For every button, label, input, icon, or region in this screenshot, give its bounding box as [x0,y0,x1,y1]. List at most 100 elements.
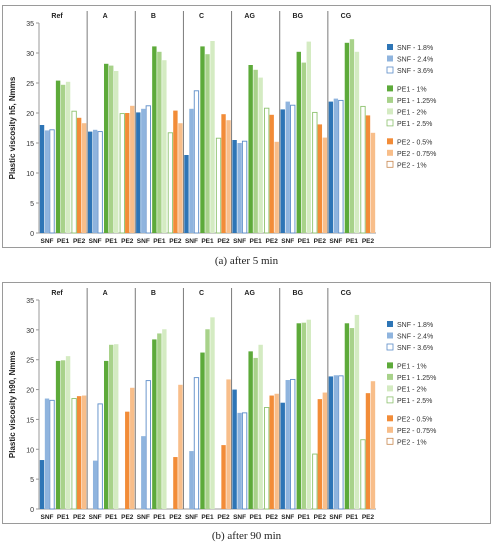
legend-swatch [386,160,394,168]
category-label: SNF [233,238,246,245]
group-label: C [199,13,204,20]
bar [285,380,290,509]
legend-swatch [387,426,393,433]
category-label: SNF [137,514,150,521]
bar [109,344,114,509]
bar [114,344,119,509]
y-tick-label: 25 [26,358,34,365]
category-label: PE1 [346,514,359,521]
bar [109,65,114,233]
bar [193,377,200,510]
category-label: SNF [41,238,54,245]
bar [269,114,274,233]
bar [178,384,183,509]
category-label: SNF [89,514,102,521]
bar [301,62,306,233]
bar [92,129,98,233]
chart-caption-90min: (b) after 90 min [211,530,282,542]
group-label: A [103,13,108,20]
legend-label: PE2 - 0.75% [397,151,436,158]
bar [280,109,285,233]
category-label: PE2 [169,514,182,521]
bar [152,46,157,234]
legend-label: SNF - 1.8% [397,322,433,329]
legend-swatch [386,343,394,351]
bar [65,81,71,233]
group-label: Ref [51,290,63,297]
y-tick-label: 30 [26,328,34,335]
category-label: PE2 [314,514,327,521]
bar [312,453,318,510]
legend-label: PE2 - 0.5% [397,416,432,423]
legend-label: SNF - 3.6% [397,68,433,75]
category-label: SNF [185,514,198,521]
chart-panel-5min: 0 5 10 15 20 25 30 35 Plastic viscosity h5, Nmms… [2,5,491,267]
bar [125,411,130,509]
bar [178,123,183,233]
bar [81,123,87,233]
bar [97,403,103,510]
category-label: PE1 [298,238,311,245]
category-label: SNF [185,238,198,245]
bar [301,322,306,509]
group-label: CG [341,13,352,20]
group-label: CG [341,290,352,297]
y-tick-label: 20 [26,111,34,118]
bar [333,98,339,233]
legend-label: SNF - 3.6% [397,345,433,352]
legend-label: PE1 - 2.5% [397,121,432,128]
legend-label: PE1 - 1% [397,363,427,370]
bar [49,129,55,234]
bar [322,137,328,233]
legend-swatch [387,362,393,369]
group-label: B [151,290,156,297]
group-label: A [103,290,108,297]
bar [269,395,274,509]
bar [344,323,350,509]
legend-label: PE2 - 0.75% [397,428,436,435]
legend-swatch [387,108,393,115]
bar [317,399,323,509]
category-label: SNF [329,238,342,245]
bar [130,105,135,233]
bar [264,107,270,234]
bar [328,101,334,233]
category-label: PE2 [169,238,182,245]
bar [333,375,339,509]
chart-frame: 0 5 10 15 20 25 30 35 Plastic viscosity h5, Nmms… [2,5,491,248]
bar [226,379,231,509]
bar [189,451,194,509]
legend-label: SNF - 2.4% [397,57,433,64]
chart-panel-90min: 0 5 10 15 20 25 30 35 Plastic viscosity h90, Nmm… [0,276,493,550]
bar [157,333,162,509]
bar [354,51,360,233]
bar [241,412,248,510]
bar [285,101,290,233]
bar [157,51,162,233]
bar [65,356,71,509]
bar [312,111,318,234]
category-label: PE1 [201,514,214,521]
bar [370,381,376,509]
bar [184,155,189,233]
bar [193,90,200,234]
bar [141,436,146,509]
y-tick-label: 15 [26,141,34,148]
legend-label: PE1 - 1.25% [397,98,436,105]
bar [258,344,263,509]
category-label: SNF [281,514,294,521]
category-label: PE2 [73,238,86,245]
bar [205,54,210,234]
legend-swatch [387,373,393,380]
chart-caption-5min: (a) after 5 min [214,255,279,267]
bar [130,387,135,509]
bar [344,42,350,233]
bar [306,41,311,233]
bar [205,329,210,509]
category-label: SNF [329,514,342,521]
bar [253,357,258,509]
bar [232,389,237,509]
legend-swatch [387,138,393,145]
bar [317,124,323,233]
category-label: SNF [233,514,246,521]
